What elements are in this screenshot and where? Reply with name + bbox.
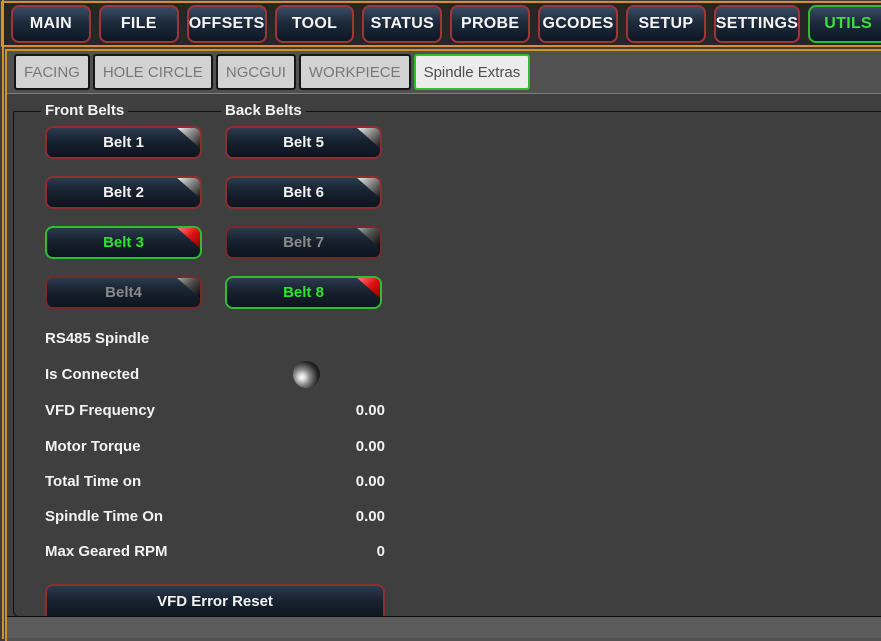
belt-button-7[interactable]: Belt 7 bbox=[225, 226, 382, 259]
belt-button-6[interactable]: Belt 6 bbox=[225, 176, 382, 209]
tab-ngcgui[interactable]: NGCGUI bbox=[215, 54, 296, 90]
belt-button-2-label: Belt 2 bbox=[103, 184, 144, 201]
menu-button-offsets[interactable]: OFFSETS bbox=[186, 5, 267, 43]
stat-row-vfd-frequency: VFD Frequency 0.00 bbox=[45, 402, 385, 420]
tab-workpiece[interactable]: WORKPIECE bbox=[298, 54, 411, 90]
front-belts-title: Front Belts bbox=[41, 102, 129, 120]
belt-button-1-label: Belt 1 bbox=[103, 134, 144, 151]
belt-button-3-label: Belt 3 bbox=[103, 234, 144, 251]
menu-button-file[interactable]: FILE bbox=[98, 5, 179, 43]
menu-button-gcodes[interactable]: GCODES bbox=[538, 5, 618, 43]
belt-4-corner-indicator-icon bbox=[176, 278, 200, 299]
vfd-frequency-value: 0.00 bbox=[355, 402, 385, 419]
menu-button-setup[interactable]: SETUP bbox=[625, 5, 706, 43]
main-menu-bar: MAIN FILE OFFSETS TOOL STATUS PROBE GCOD… bbox=[1, 1, 881, 47]
motor-torque-label: Motor Torque bbox=[45, 438, 141, 455]
belt-button-7-label: Belt 7 bbox=[283, 234, 324, 251]
belt-3-corner-indicator-icon bbox=[176, 228, 200, 249]
belt-button-4[interactable]: Belt4 bbox=[45, 276, 202, 309]
belt-5-corner-indicator-icon bbox=[356, 128, 380, 149]
belt-button-5-label: Belt 5 bbox=[283, 134, 324, 151]
menu-button-main[interactable]: MAIN bbox=[11, 5, 91, 43]
vfd-frequency-label: VFD Frequency bbox=[45, 402, 156, 419]
spindle-group-frame: Belt 1 Belt 2 Belt 3 Belt4 Belt 5 Belt 6 bbox=[13, 111, 881, 618]
belt-button-8[interactable]: Belt 8 bbox=[225, 276, 382, 309]
total-time-on-value: 0.00 bbox=[355, 473, 385, 490]
belt-2-corner-indicator-icon bbox=[176, 178, 200, 199]
stat-row-motor-torque: Motor Torque 0.00 bbox=[45, 438, 385, 456]
belt-button-3[interactable]: Belt 3 bbox=[45, 226, 202, 259]
belt-6-corner-indicator-icon bbox=[356, 178, 380, 199]
stat-row-max-geared-rpm: Max Geared RPM 0 bbox=[45, 543, 385, 561]
tab-spindle-extras[interactable]: Spindle Extras bbox=[413, 54, 531, 90]
menu-button-tool[interactable]: TOOL bbox=[274, 5, 355, 43]
tab-hole-circle[interactable]: HOLE CIRCLE bbox=[92, 54, 213, 90]
menu-button-probe[interactable]: PROBE bbox=[450, 5, 531, 43]
stat-row-total-time-on: Total Time on 0.00 bbox=[45, 473, 385, 491]
belt-button-6-label: Belt 6 bbox=[283, 184, 324, 201]
belt-button-5[interactable]: Belt 5 bbox=[225, 126, 382, 159]
tab-facing[interactable]: FACING bbox=[14, 54, 90, 90]
belt-button-2[interactable]: Belt 2 bbox=[45, 176, 202, 209]
belt-button-1[interactable]: Belt 1 bbox=[45, 126, 202, 159]
belt-1-corner-indicator-icon bbox=[176, 128, 200, 149]
window-left-border bbox=[2, 0, 4, 639]
max-geared-rpm-label: Max Geared RPM bbox=[45, 543, 168, 560]
spindle-time-on-value: 0.00 bbox=[355, 508, 385, 525]
is-connected-label: Is Connected bbox=[45, 366, 140, 383]
rs485-spindle-heading: RS485 Spindle bbox=[45, 330, 150, 347]
vfd-error-reset-button[interactable]: VFD Error Reset bbox=[45, 584, 385, 617]
total-time-on-label: Total Time on bbox=[45, 473, 142, 490]
belt-button-4-label: Belt4 bbox=[105, 284, 142, 301]
back-belts-title: Back Belts bbox=[221, 102, 306, 120]
belt-7-corner-indicator-icon bbox=[356, 228, 380, 249]
belt-button-8-label: Belt 8 bbox=[283, 284, 324, 301]
bottom-status-strip bbox=[7, 616, 881, 638]
spindle-time-on-label: Spindle Time On bbox=[45, 508, 164, 525]
stat-row-spindle-time-on: Spindle Time On 0.00 bbox=[45, 508, 385, 526]
menu-button-status[interactable]: STATUS bbox=[362, 5, 443, 43]
utils-tab-bar: FACING HOLE CIRCLE NGCGUI WORKPIECE Spin… bbox=[7, 51, 881, 94]
max-geared-rpm-value: 0 bbox=[376, 543, 385, 560]
menu-button-settings[interactable]: SETTINGS bbox=[713, 5, 801, 43]
belt-8-corner-indicator-icon bbox=[356, 278, 380, 299]
utils-tab-widget: FACING HOLE CIRCLE NGCGUI WORKPIECE Spin… bbox=[5, 49, 881, 641]
is-connected-led-icon bbox=[293, 361, 320, 388]
menu-button-utils[interactable]: UTILS bbox=[808, 5, 881, 43]
motor-torque-value: 0.00 bbox=[355, 438, 385, 455]
spindle-extras-pane: Front Belts Back Belts Belt 1 Belt 2 Bel… bbox=[7, 94, 881, 638]
